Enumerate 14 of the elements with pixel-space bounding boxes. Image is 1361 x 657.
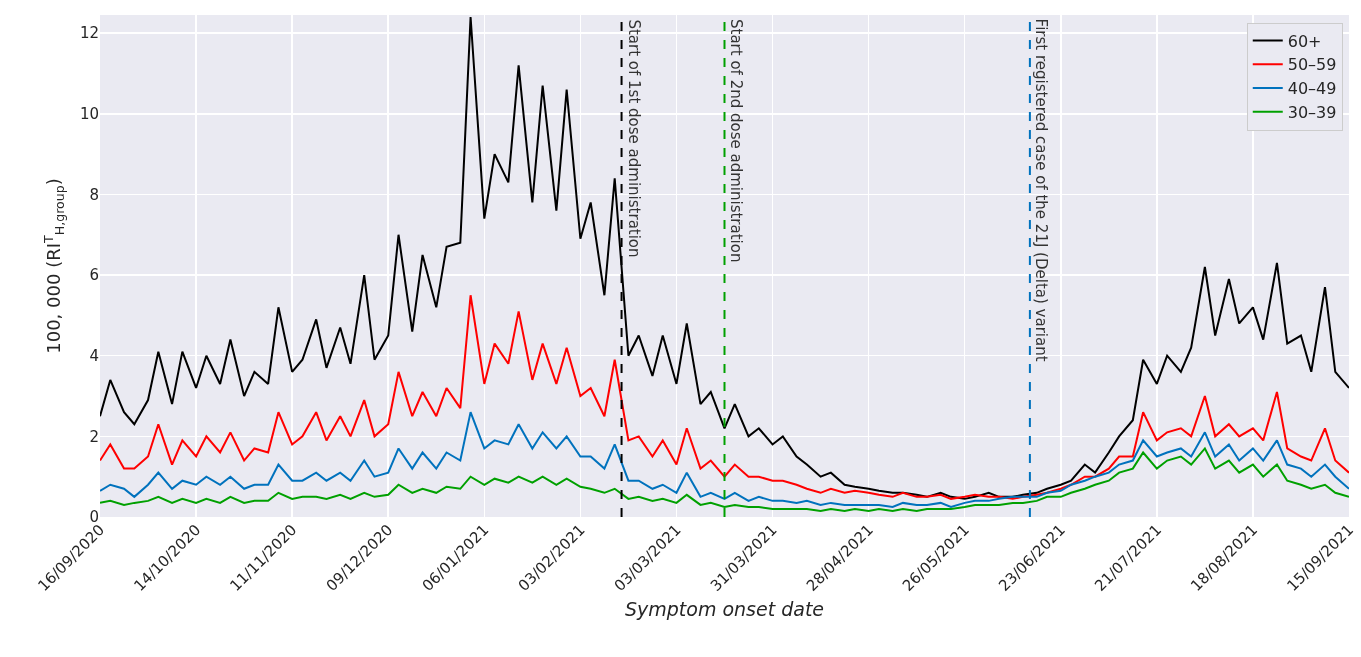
ref-line-label: Start of 1st dose administration xyxy=(624,19,643,258)
y-tick-label: 2 xyxy=(89,427,99,446)
legend-label: 40–49 xyxy=(1287,79,1337,99)
y-tick-label: 8 xyxy=(89,185,99,204)
y-tick-label: 6 xyxy=(89,266,99,285)
y-tick-label: 4 xyxy=(89,346,99,365)
ref-line-label: First registered case of the 21J (Delta) variant xyxy=(1032,18,1051,362)
y-tick-label: 12 xyxy=(79,24,99,43)
legend-label: 30–39 xyxy=(1287,103,1337,123)
legend-label: 50–59 xyxy=(1287,55,1337,75)
legend-label: 60+ xyxy=(1287,31,1322,51)
y-tick-label: 10 xyxy=(79,105,99,124)
x-axis-title: Symptom onset date xyxy=(624,597,825,620)
ref-line-label: Start of 2nd dose administration xyxy=(727,19,745,263)
